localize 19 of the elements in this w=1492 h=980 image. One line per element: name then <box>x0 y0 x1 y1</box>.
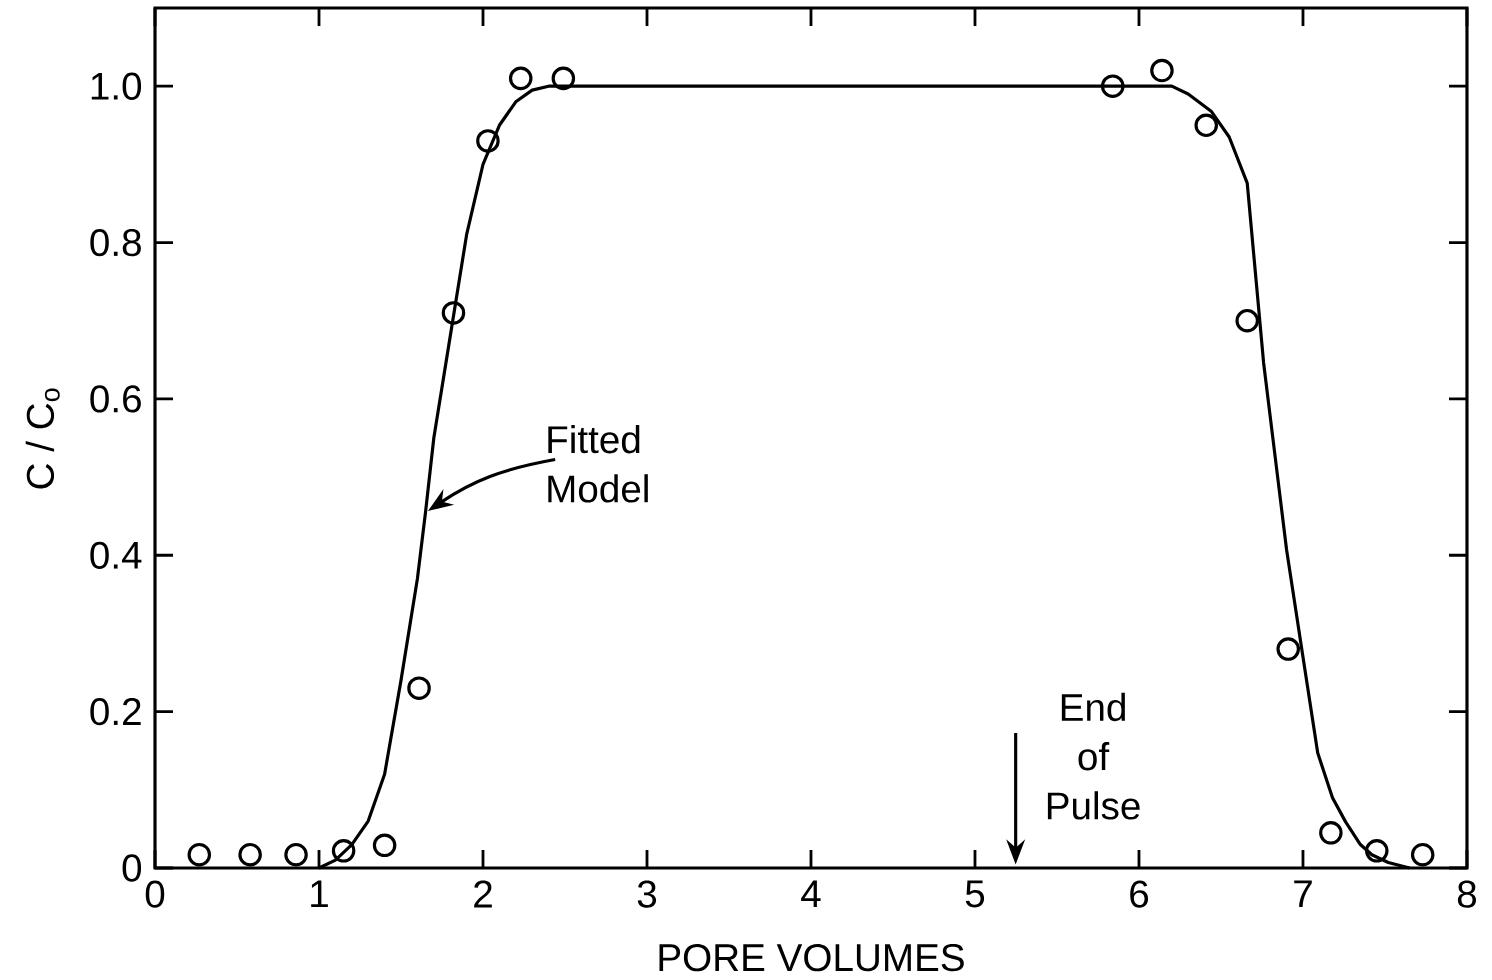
x-tick-label: 4 <box>801 880 821 908</box>
y-tick-label: 0 <box>122 854 142 882</box>
x-axis-title: PORE VOLUMES <box>659 943 964 972</box>
x-tick-label: 1 <box>311 880 328 908</box>
x-tick-label: 6 <box>1130 880 1149 908</box>
annotation: End of Pulse <box>1047 692 1140 820</box>
y-tick-label: 0.4 <box>90 541 142 569</box>
x-tick-label: 7 <box>1294 880 1312 908</box>
x-tick-label: 5 <box>965 880 985 908</box>
y-tick-label: 0.2 <box>90 697 141 726</box>
x-tick-label: 3 <box>637 880 657 908</box>
y-axis-title: C / C$_{o}$ <box>25 388 60 489</box>
y-tick-label: 1.0 <box>91 72 142 100</box>
y-tick-label: 0.8 <box>90 228 141 257</box>
annotation: Fitted Model <box>548 425 648 503</box>
x-tick-label: 2 <box>474 880 492 908</box>
x-tick-label: 0 <box>145 880 165 908</box>
y-tick-label: 0.6 <box>90 385 141 413</box>
x-tick-label: 8 <box>1457 880 1477 908</box>
